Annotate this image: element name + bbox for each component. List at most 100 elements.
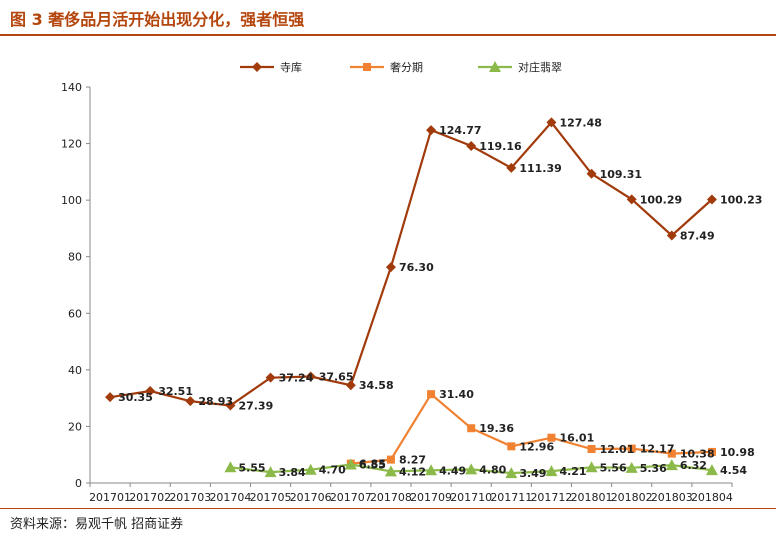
legend-marker-2 xyxy=(363,63,371,71)
data-point-1 xyxy=(185,396,196,407)
legend-label-1: 寺库 xyxy=(280,61,302,74)
data-label-1: 32.51 xyxy=(158,385,193,398)
data-label-3: 5.55 xyxy=(238,461,265,474)
x-tick-label: 201711 xyxy=(490,491,532,502)
series-line-1 xyxy=(109,120,713,407)
data-label-1: 119.16 xyxy=(479,140,522,153)
y-tick-label: 20 xyxy=(68,420,82,433)
data-label-1: 100.29 xyxy=(640,193,682,206)
data-label-3: 4.49 xyxy=(439,464,466,477)
data-label-1: 111.39 xyxy=(519,162,561,175)
x-tick-label: 201704 xyxy=(209,491,251,502)
data-label-3: 4.80 xyxy=(479,463,506,476)
line-chart: 0204060801001201402017012017022017032017… xyxy=(61,60,762,502)
data-point-3 xyxy=(505,467,518,479)
y-tick-label: 0 xyxy=(75,477,82,490)
x-tick-label: 201710 xyxy=(450,491,492,502)
data-label-2: 12.01 xyxy=(600,443,635,456)
x-tick-label: 201801 xyxy=(571,491,613,502)
data-label-1: 127.48 xyxy=(559,116,601,129)
data-label-3: 5.56 xyxy=(600,461,627,474)
data-point-2 xyxy=(707,447,716,456)
data-point-2 xyxy=(427,390,436,399)
data-point-3 xyxy=(705,464,718,476)
data-point-1 xyxy=(546,117,557,128)
data-label-2: 10.98 xyxy=(720,446,755,459)
x-tick-label: 201701 xyxy=(89,491,131,502)
data-point-2 xyxy=(386,455,395,464)
data-label-1: 109.31 xyxy=(600,168,642,181)
data-label-3: 3.49 xyxy=(519,467,546,480)
data-label-1: 87.49 xyxy=(680,230,715,243)
x-tick-label: 201702 xyxy=(129,491,171,502)
data-point-1 xyxy=(225,400,236,411)
legend-marker-3 xyxy=(489,61,501,72)
data-label-3: 4.70 xyxy=(319,464,346,477)
data-point-2 xyxy=(587,445,596,454)
data-point-3 xyxy=(585,461,598,473)
data-point-3 xyxy=(625,461,638,473)
data-label-2: 12.17 xyxy=(640,443,675,456)
data-point-3 xyxy=(384,465,397,477)
title-rule xyxy=(0,34,776,36)
data-label-1: 124.77 xyxy=(439,124,481,137)
data-label-1: 37.24 xyxy=(279,372,314,385)
legend-label-3: 对庄翡翠 xyxy=(518,60,562,74)
x-tick-label: 201706 xyxy=(290,491,332,502)
data-point-1 xyxy=(706,194,717,205)
data-point-1 xyxy=(626,194,637,205)
x-tick-label: 201803 xyxy=(651,491,693,502)
data-label-3: 4.54 xyxy=(720,464,747,477)
series-line-2 xyxy=(350,392,712,465)
data-point-3 xyxy=(304,463,317,475)
data-point-3 xyxy=(665,459,678,471)
data-label-1: 30.35 xyxy=(118,391,153,404)
data-label-3: 6.55 xyxy=(359,458,386,471)
data-label-3: 4.21 xyxy=(559,465,586,478)
data-point-1 xyxy=(385,262,396,273)
data-label-1: 76.30 xyxy=(399,261,434,274)
data-label-1: 34.58 xyxy=(359,379,394,392)
data-label-2: 8.27 xyxy=(399,454,426,467)
data-point-2 xyxy=(507,442,516,451)
data-label-3: 6.32 xyxy=(680,459,707,472)
data-label-1: 28.93 xyxy=(198,395,233,408)
data-label-2: 16.01 xyxy=(559,432,594,445)
x-tick-label: 201804 xyxy=(691,491,733,502)
y-tick-label: 100 xyxy=(61,194,82,207)
data-point-1 xyxy=(305,371,316,382)
x-tick-label: 201705 xyxy=(250,491,292,502)
data-label-3: 3.84 xyxy=(279,466,306,479)
x-tick-label: 201703 xyxy=(169,491,211,502)
data-point-3 xyxy=(224,461,237,473)
x-tick-label: 201709 xyxy=(410,491,452,502)
data-point-1 xyxy=(466,140,477,151)
figure-title: 图 3 奢侈品月活开始出现分化，强者恒强 xyxy=(10,10,305,29)
data-point-3 xyxy=(344,458,357,470)
source-rule xyxy=(0,508,776,509)
data-label-2: 12.96 xyxy=(519,440,554,453)
data-point-2 xyxy=(547,433,556,442)
y-tick-label: 60 xyxy=(68,307,82,320)
y-tick-label: 140 xyxy=(61,81,82,94)
data-label-2: 19.36 xyxy=(479,422,514,435)
x-tick-label: 201708 xyxy=(370,491,412,502)
data-point-2 xyxy=(667,449,676,458)
data-point-1 xyxy=(586,168,597,179)
data-label-1: 100.23 xyxy=(720,193,762,206)
y-tick-label: 80 xyxy=(68,251,82,264)
data-point-1 xyxy=(265,372,276,383)
data-point-1 xyxy=(145,386,156,397)
data-point-3 xyxy=(425,464,438,476)
data-label-2: 10.38 xyxy=(680,448,715,461)
data-point-1 xyxy=(105,392,116,403)
data-label-3: 5.36 xyxy=(640,462,667,475)
data-point-3 xyxy=(545,465,558,477)
data-point-2 xyxy=(627,444,636,453)
x-tick-label: 201802 xyxy=(611,491,653,502)
x-tick-label: 201707 xyxy=(330,491,372,502)
y-tick-label: 120 xyxy=(61,138,82,151)
data-point-1 xyxy=(506,162,517,173)
y-tick-label: 40 xyxy=(68,364,82,377)
data-point-3 xyxy=(465,463,478,475)
